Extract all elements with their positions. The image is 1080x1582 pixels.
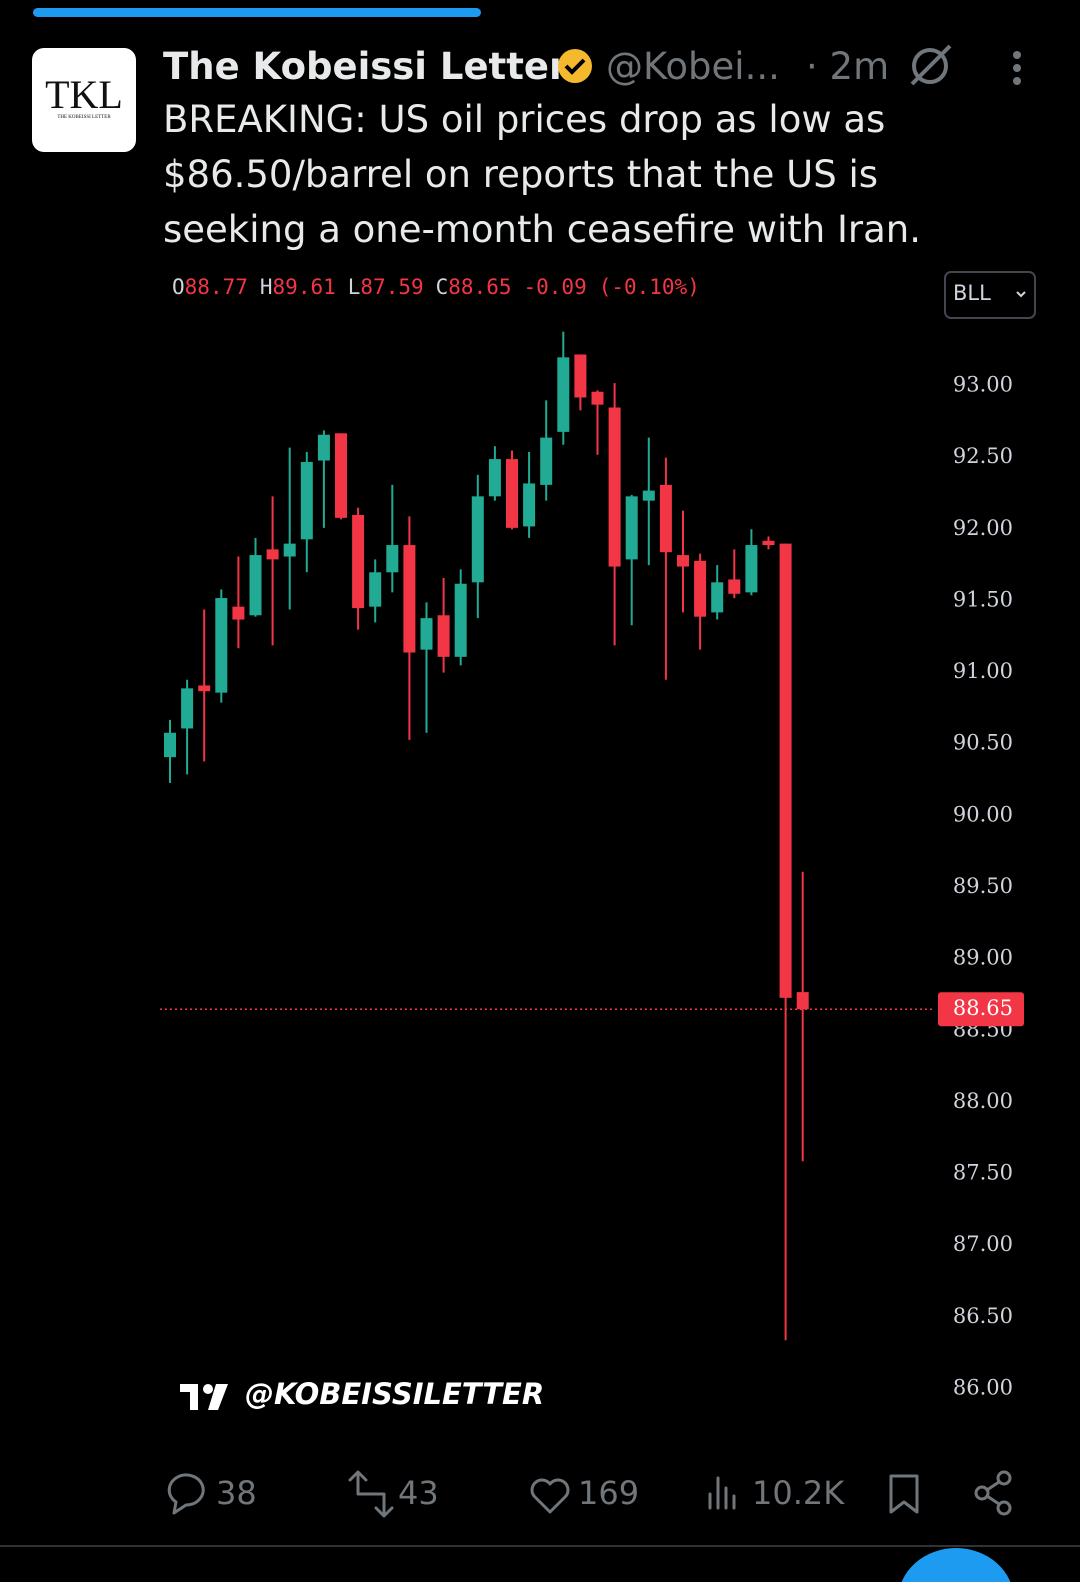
reply-button[interactable]: 38 bbox=[167, 1473, 257, 1515]
y-tick-label: 87.50 bbox=[953, 1161, 1013, 1185]
views-button[interactable]: 10.2K bbox=[708, 1474, 845, 1512]
candle-body bbox=[745, 545, 758, 593]
candle-body bbox=[540, 437, 553, 485]
candle-body bbox=[523, 483, 536, 527]
c-label: C bbox=[436, 275, 449, 299]
candle-body bbox=[164, 732, 176, 758]
bookmark-button[interactable] bbox=[889, 1474, 919, 1514]
candle-body bbox=[557, 357, 570, 432]
tweet-text-line: BREAKING: US oil prices drop as low as bbox=[163, 98, 885, 141]
candle-body bbox=[659, 484, 672, 553]
high-value: 89.61 bbox=[273, 275, 336, 299]
y-tick-label: 88.00 bbox=[953, 1089, 1013, 1113]
candle-body bbox=[266, 549, 279, 560]
candle-body bbox=[215, 598, 228, 693]
change-value: -0.09 bbox=[524, 275, 587, 299]
grok-icon[interactable] bbox=[910, 44, 952, 86]
open-value: 88.77 bbox=[185, 275, 248, 299]
last-price-tag bbox=[938, 992, 1024, 1027]
reply-count: 38 bbox=[216, 1474, 257, 1512]
tradingview-logo bbox=[180, 1384, 228, 1410]
timestamp: · 2m bbox=[806, 45, 889, 88]
watermark: @KOBEISSILETTER bbox=[245, 1377, 544, 1411]
y-tick-label: 90.00 bbox=[953, 802, 1013, 826]
last-price-label: 88.65 bbox=[953, 996, 1013, 1020]
candle-body bbox=[471, 496, 484, 583]
candle-body bbox=[335, 433, 347, 518]
candle-body bbox=[574, 354, 587, 398]
candle-body bbox=[369, 572, 382, 607]
y-tick-label: 86.00 bbox=[953, 1376, 1013, 1400]
y-tick-label: 92.50 bbox=[953, 444, 1013, 468]
tweet-text-line: seeking a one-month ceasefire with Iran. bbox=[163, 208, 921, 251]
candle-body bbox=[625, 496, 638, 560]
candle-body bbox=[386, 545, 399, 573]
candle-body bbox=[249, 555, 262, 616]
candle-body bbox=[488, 459, 501, 497]
close-value: 88.65 bbox=[448, 275, 511, 299]
candle-body bbox=[762, 540, 775, 546]
o-label: O bbox=[172, 275, 185, 299]
candle-body bbox=[420, 618, 433, 650]
candle-body bbox=[642, 490, 655, 501]
h-label: H bbox=[260, 275, 273, 299]
candle-body bbox=[608, 407, 621, 567]
repost-button[interactable]: 43 bbox=[348, 1470, 439, 1518]
repost-count: 43 bbox=[398, 1474, 439, 1512]
y-tick-label: 86.50 bbox=[953, 1304, 1013, 1328]
y-tick-label: 91.50 bbox=[953, 587, 1013, 611]
like-button[interactable]: 169 bbox=[530, 1474, 639, 1514]
candle-body bbox=[403, 545, 416, 653]
y-tick-label: 92.00 bbox=[953, 516, 1013, 540]
candle-body bbox=[317, 434, 330, 461]
l-label: L bbox=[348, 275, 361, 299]
candle-body bbox=[437, 615, 450, 657]
avatar-subtext: THE KOBEISSI LETTER bbox=[57, 115, 111, 120]
candle-body bbox=[591, 391, 604, 405]
candle-body bbox=[796, 992, 809, 1010]
view-count: 10.2K bbox=[752, 1474, 845, 1512]
y-tick-label: 90.50 bbox=[953, 731, 1013, 755]
author-name[interactable]: The Kobeissi Letter bbox=[163, 45, 568, 88]
ohlc-header: O88.77 H89.61 L87.59 C88.65 -0.09 (-0.10%) bbox=[172, 275, 700, 299]
candle-body bbox=[454, 583, 467, 657]
candle-body bbox=[694, 560, 707, 617]
y-tick-label: 91.00 bbox=[953, 659, 1013, 683]
author-handle[interactable]: @Kobei... bbox=[606, 45, 780, 88]
avatar-text: TKL bbox=[45, 72, 123, 117]
y-tick-label: 89.00 bbox=[953, 946, 1013, 970]
compose-button[interactable] bbox=[898, 1548, 1014, 1582]
change-percent: (-0.10%) bbox=[599, 275, 700, 299]
share-button[interactable] bbox=[974, 1470, 1012, 1516]
verified-badge bbox=[558, 49, 592, 83]
candle-body bbox=[283, 543, 296, 557]
candle-body bbox=[181, 688, 194, 729]
candle-body bbox=[300, 461, 313, 540]
y-tick-label: 93.00 bbox=[953, 373, 1013, 397]
y-tick-label: 89.50 bbox=[953, 874, 1013, 898]
more-menu[interactable] bbox=[1013, 51, 1021, 85]
candle-body bbox=[779, 543, 792, 998]
candle-body bbox=[711, 582, 724, 613]
candle-body bbox=[677, 555, 689, 567]
candle-body bbox=[352, 514, 365, 609]
progress-bar bbox=[33, 8, 481, 17]
candle-body bbox=[728, 579, 741, 594]
y-tick-label: 87.00 bbox=[953, 1232, 1013, 1256]
like-count: 169 bbox=[578, 1474, 639, 1512]
candle-body bbox=[506, 459, 518, 528]
tweet-text-line: $86.50/barrel on reports that the US is bbox=[163, 153, 878, 196]
symbol-selector[interactable]: BLL bbox=[944, 271, 1036, 319]
low-value: 87.59 bbox=[360, 275, 423, 299]
avatar[interactable] bbox=[32, 48, 136, 152]
candle-body bbox=[232, 606, 245, 620]
candle-body bbox=[198, 685, 211, 692]
symbol: BLL bbox=[953, 281, 991, 305]
